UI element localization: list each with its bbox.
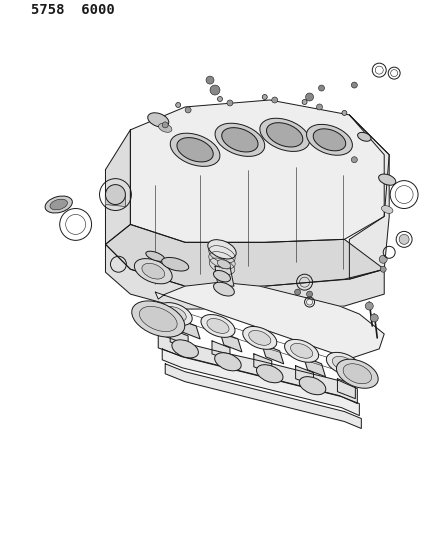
Circle shape: [272, 97, 278, 103]
Polygon shape: [105, 130, 131, 244]
Circle shape: [317, 104, 323, 110]
Circle shape: [227, 100, 233, 106]
Polygon shape: [105, 224, 384, 286]
Circle shape: [302, 100, 307, 104]
Ellipse shape: [243, 327, 277, 349]
Polygon shape: [303, 357, 325, 377]
Circle shape: [342, 110, 347, 116]
Ellipse shape: [134, 259, 172, 284]
Ellipse shape: [208, 240, 236, 259]
Circle shape: [217, 96, 223, 101]
Circle shape: [366, 302, 373, 310]
Polygon shape: [162, 349, 360, 416]
Ellipse shape: [207, 319, 229, 333]
Circle shape: [185, 107, 191, 113]
Ellipse shape: [249, 330, 271, 345]
Ellipse shape: [379, 174, 396, 185]
Polygon shape: [158, 334, 357, 403]
Ellipse shape: [336, 359, 378, 388]
Ellipse shape: [215, 123, 265, 156]
Ellipse shape: [306, 124, 352, 155]
Ellipse shape: [343, 364, 372, 384]
Ellipse shape: [170, 133, 220, 166]
Ellipse shape: [140, 306, 177, 332]
Ellipse shape: [313, 129, 346, 151]
Polygon shape: [170, 329, 188, 349]
Circle shape: [206, 76, 214, 84]
Circle shape: [306, 291, 312, 297]
Polygon shape: [349, 115, 389, 279]
Circle shape: [294, 289, 300, 295]
Ellipse shape: [142, 263, 165, 279]
Circle shape: [175, 102, 181, 108]
Circle shape: [351, 157, 357, 163]
Ellipse shape: [148, 113, 169, 127]
Ellipse shape: [217, 260, 231, 269]
Polygon shape: [165, 364, 361, 429]
Polygon shape: [215, 266, 234, 286]
Ellipse shape: [358, 132, 371, 141]
Polygon shape: [296, 366, 314, 386]
Polygon shape: [131, 100, 389, 243]
Circle shape: [379, 255, 387, 263]
Polygon shape: [220, 332, 242, 352]
Polygon shape: [178, 319, 200, 339]
Text: 5758  6000: 5758 6000: [31, 3, 115, 18]
Circle shape: [105, 184, 125, 205]
Ellipse shape: [285, 340, 318, 362]
Ellipse shape: [327, 352, 360, 375]
Ellipse shape: [214, 282, 235, 296]
Polygon shape: [105, 244, 384, 309]
Circle shape: [318, 85, 324, 91]
Circle shape: [306, 93, 314, 101]
Ellipse shape: [45, 196, 72, 213]
Ellipse shape: [158, 303, 192, 326]
Polygon shape: [254, 354, 272, 374]
Ellipse shape: [201, 314, 235, 337]
Ellipse shape: [132, 301, 185, 337]
Polygon shape: [105, 100, 394, 304]
Ellipse shape: [222, 128, 258, 152]
Ellipse shape: [158, 124, 172, 132]
Circle shape: [399, 235, 409, 244]
Circle shape: [210, 85, 220, 95]
Ellipse shape: [214, 270, 230, 282]
Ellipse shape: [177, 138, 213, 162]
Circle shape: [262, 94, 267, 100]
Polygon shape: [212, 341, 230, 361]
Polygon shape: [155, 282, 384, 359]
Ellipse shape: [215, 353, 241, 371]
Ellipse shape: [299, 377, 326, 395]
Ellipse shape: [332, 357, 354, 371]
Ellipse shape: [260, 118, 309, 151]
Circle shape: [380, 266, 386, 272]
Circle shape: [162, 122, 168, 128]
Ellipse shape: [162, 257, 189, 271]
Ellipse shape: [381, 206, 393, 213]
Circle shape: [351, 82, 357, 88]
Circle shape: [370, 314, 378, 322]
Ellipse shape: [256, 365, 283, 383]
Ellipse shape: [146, 251, 165, 261]
Ellipse shape: [164, 306, 186, 321]
Polygon shape: [105, 195, 125, 206]
Ellipse shape: [267, 123, 303, 147]
Polygon shape: [262, 344, 284, 364]
Polygon shape: [337, 379, 355, 399]
Ellipse shape: [50, 199, 68, 210]
Ellipse shape: [172, 340, 199, 358]
Ellipse shape: [291, 343, 313, 358]
